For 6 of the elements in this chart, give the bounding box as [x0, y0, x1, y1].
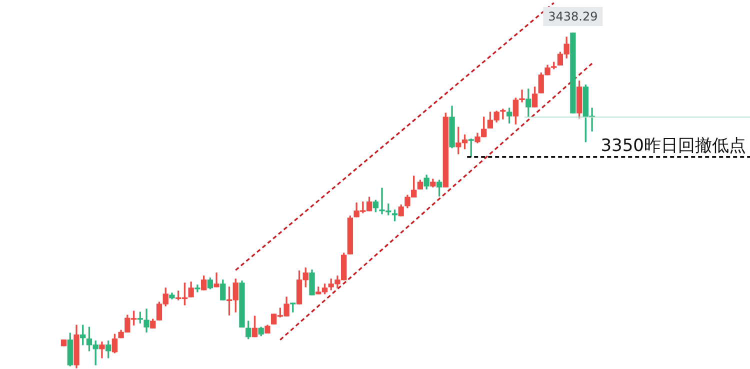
- annotation: 3438.29: [548, 10, 598, 24]
- candlestick: [194, 284, 200, 292]
- candlestick: [500, 108, 506, 120]
- candlestick: [214, 272, 220, 288]
- ref-line-label: 3350昨日回撤低点: [600, 136, 746, 156]
- candlestick: [99, 342, 105, 358]
